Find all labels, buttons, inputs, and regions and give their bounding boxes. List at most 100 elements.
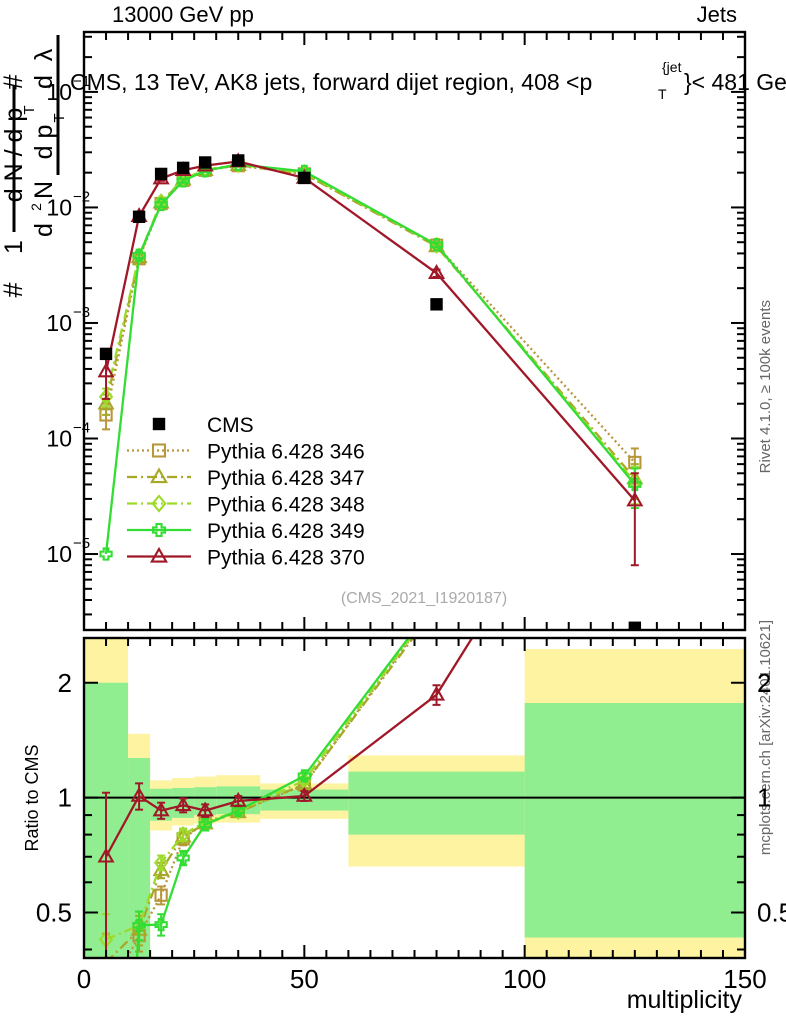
data-marker (198, 156, 212, 169)
y-tick-label: 10 −2 (46, 188, 90, 220)
data-marker (99, 547, 113, 561)
data-marker (176, 851, 190, 865)
series-line (104, 164, 636, 480)
svg-text:1: 1 (0, 240, 28, 254)
data-marker (298, 171, 311, 185)
ratio-y-tick-label: 0.5 (36, 898, 72, 928)
data-marker (628, 477, 642, 492)
svg-text:−3: −3 (73, 304, 90, 321)
data-marker (231, 803, 245, 818)
data-marker (196, 801, 214, 817)
plot-title: CMS, 13 TeV, AK8 jets, forward dijet reg… (70, 59, 786, 102)
data-marker (176, 161, 190, 175)
svg-text:−4: −4 (73, 419, 90, 436)
data-marker (629, 319, 640, 330)
ratio-y-tick-label-right: 0.5 (757, 898, 786, 928)
svg-text:T: T (658, 86, 667, 102)
beam-label: 13000 GeV pp (112, 2, 254, 27)
series-line (104, 160, 636, 502)
data-marker (151, 494, 167, 513)
svg-text:10: 10 (46, 310, 72, 336)
data-marker (149, 467, 169, 484)
ratio-axis-label: Ratio to CMS (22, 744, 42, 851)
data-marker (151, 443, 167, 458)
series-pythia-6-428-348 (98, 155, 643, 506)
legend-item-1[interactable]: Pythia 6.428 346 (127, 441, 365, 464)
ratio-y-tick-label-right: 1 (757, 783, 771, 813)
series-cms (99, 154, 642, 630)
data-marker (176, 174, 190, 188)
legend-label: CMS (207, 414, 254, 437)
y-tick-label: 10 −1 (46, 73, 90, 105)
series-line (104, 163, 636, 483)
y-tick-label: 10 −5 (46, 535, 90, 567)
svg-text:d p: d p (30, 125, 58, 160)
svg-text:λ: λ (30, 48, 58, 61)
legend-item-0[interactable]: CMS (152, 414, 254, 437)
legend-label: Pythia 6.428 349 (207, 520, 365, 543)
data-marker (428, 685, 446, 701)
legend-item-5[interactable]: Pythia 6.428 370 (127, 547, 365, 570)
data-marker (132, 248, 146, 262)
dataset-watermark: (CMS_2021_I1920187) (341, 590, 507, 607)
legend-item-2[interactable]: Pythia 6.428 347 (127, 467, 365, 490)
band-green (524, 703, 745, 938)
ratio-y-tick-label: 1 (58, 783, 72, 813)
legend: CMS Pythia 6.428 346 Pythia 6.428 347 Pythi… (127, 414, 365, 570)
mcplots-ref-label: mcplots.cern.ch [arXiv:2401.10621] (757, 620, 774, 855)
svg-text:2: 2 (28, 203, 44, 211)
legend-label: Pythia 6.428 347 (207, 467, 365, 490)
ratio-y-tick-label: 2 (58, 668, 72, 698)
data-marker (152, 417, 166, 431)
data-marker (154, 197, 168, 212)
series-pythia-6-428-370 (97, 152, 644, 567)
x-axis-label: multiplicity (627, 986, 743, 1014)
legend-label: Pythia 6.428 370 (207, 547, 365, 570)
svg-text:−2: −2 (73, 188, 90, 205)
data-marker (132, 210, 146, 223)
svg-text:N: N (30, 181, 58, 199)
data-marker (198, 817, 212, 832)
legend-item-3[interactable]: Pythia 6.428 348 (127, 494, 365, 517)
svg-text:10: 10 (46, 79, 72, 105)
y-tick-label: 10 −4 (46, 419, 90, 451)
data-marker (430, 298, 443, 311)
data-marker (149, 546, 169, 563)
data-marker (130, 786, 148, 802)
data-marker (229, 791, 247, 807)
data-marker (100, 992, 111, 1003)
data-marker (99, 347, 113, 361)
main-panel-series (97, 152, 644, 630)
svg-text:d: d (30, 223, 58, 237)
data-marker (132, 918, 146, 932)
svg-text:T: T (51, 113, 68, 122)
legend-label: Pythia 6.428 346 (207, 441, 365, 464)
data-marker (97, 847, 115, 863)
main-panel-frame (82, 30, 747, 632)
svg-text:d: d (30, 75, 58, 89)
svg-text:d N / d p: d N / d p (0, 108, 28, 203)
data-marker (628, 371, 641, 383)
svg-text:T: T (21, 105, 38, 114)
data-marker (295, 786, 313, 802)
data-marker (428, 264, 446, 279)
data-marker (154, 167, 168, 181)
series-line (104, 163, 636, 555)
rivet-version-label: Rivet 4.1.0, ≥ 100k events (757, 300, 774, 473)
svg-text:10: 10 (46, 541, 72, 567)
data-marker (232, 154, 245, 167)
svg-text:CMS, 13 TeV, AK8 jets, forward: CMS, 13 TeV, AK8 jets, forward dijet reg… (70, 69, 592, 95)
x-tick-label: 0 (77, 964, 91, 994)
svg-text:#: # (0, 282, 28, 297)
series-pythia-6-428-370 (97, 371, 641, 958)
data-marker (154, 917, 168, 932)
data-marker (97, 394, 115, 410)
x-tick-label: 150 (723, 964, 766, 994)
series-line (125, 638, 413, 958)
legend-item-4[interactable]: Pythia 6.428 349 (127, 520, 365, 543)
ratio-panel-series (97, 319, 641, 1003)
svg-text:10: 10 (46, 425, 72, 451)
ratio-y-tick-label-right: 2 (757, 668, 771, 698)
